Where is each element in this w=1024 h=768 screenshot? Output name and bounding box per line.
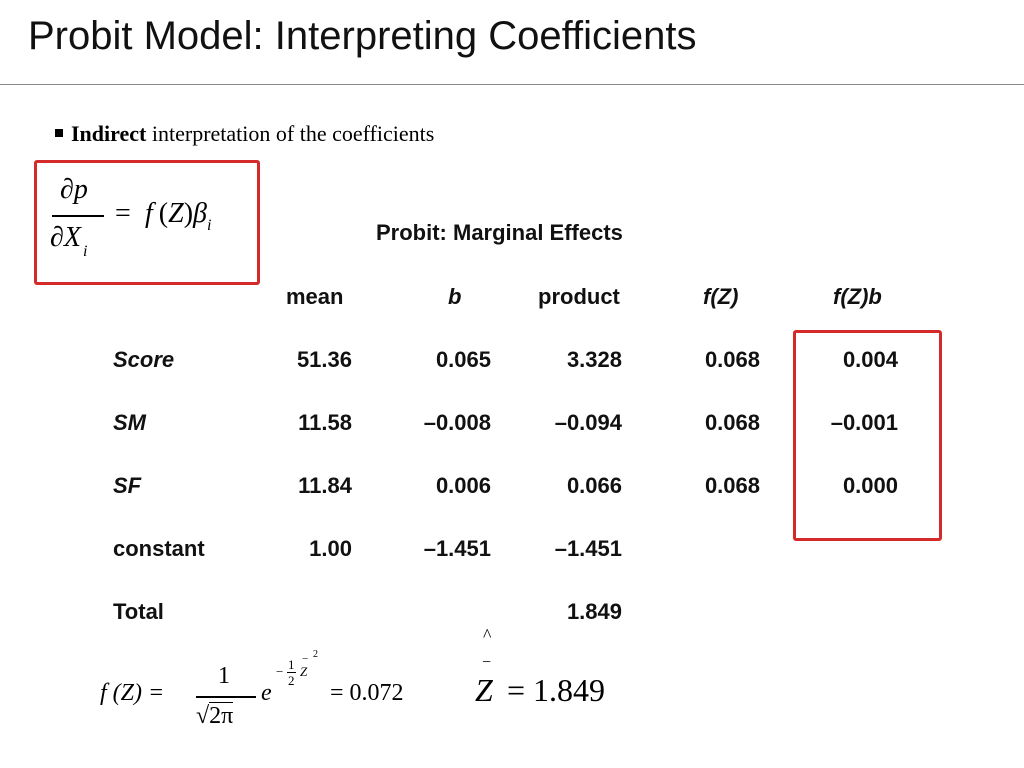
- row-label: constant: [113, 536, 205, 561]
- cell-product: 1.849: [566, 599, 622, 624]
- exp-square: 2: [313, 649, 318, 660]
- subscript-i: i: [82, 243, 88, 260]
- density-denominator: √2π: [196, 702, 234, 730]
- hat-symbol: ^: [483, 625, 492, 645]
- bullet-item: Indirect interpretation of the coefficie…: [55, 121, 434, 147]
- cell-mean: 51.36: [296, 347, 352, 372]
- denominator: ∂X i: [50, 222, 87, 260]
- cell-mean: 11.84: [298, 473, 352, 498]
- cell-product: –0.094: [554, 410, 622, 435]
- cell-b: –0.008: [423, 410, 491, 435]
- two-pi-text: 2π: [209, 702, 234, 729]
- cell-fzb: 0.000: [842, 473, 898, 498]
- cell-mean: 1.00: [309, 536, 352, 561]
- exp-num: 1: [288, 657, 295, 672]
- cell-mean: 11.58: [298, 410, 352, 435]
- z-letter: Z: [475, 672, 493, 708]
- title-divider: [0, 84, 1024, 85]
- z-variable: Z: [300, 664, 308, 679]
- row-label: Score: [113, 347, 175, 372]
- fz-lhs-text: f (Z) =: [100, 680, 165, 706]
- cell-fz: 0.068: [704, 347, 760, 372]
- z-variable: Z: [475, 672, 493, 709]
- cell-b: 0.006: [435, 473, 491, 498]
- fraction-bar: [52, 215, 104, 217]
- cell-b: –1.451: [423, 536, 491, 561]
- bar-symbol: −: [482, 654, 492, 671]
- derivative-formula-box: [34, 160, 260, 285]
- row-label: SF: [113, 473, 142, 498]
- density-result: = 0.072: [330, 680, 404, 706]
- equals-sign: =: [115, 198, 131, 229]
- numerator: ∂p: [60, 174, 88, 206]
- open-paren: (: [158, 198, 169, 229]
- slide-title: Probit Model: Interpreting Coefficients: [28, 14, 697, 58]
- x-variable: X: [63, 222, 81, 253]
- partial-symbol: ∂: [60, 174, 74, 205]
- euler-e: e: [261, 680, 272, 707]
- header-mean: mean: [286, 284, 344, 309]
- rhs-expression: f (Z)βi: [145, 198, 211, 234]
- e-symbol: e: [261, 680, 272, 706]
- partial-symbol: ∂: [50, 222, 64, 253]
- cell-fzb: 0.004: [842, 347, 898, 372]
- beta-symbol: β: [193, 198, 207, 229]
- header-fzb: f(Z)b: [833, 284, 882, 309]
- marginal-effects-highlight-box: [793, 330, 942, 541]
- p-variable: p: [73, 174, 88, 205]
- exp-den: 2: [288, 673, 295, 688]
- zbar-result: = 1.849: [507, 672, 606, 708]
- bullet-text: interpretation of the coefficients: [146, 121, 435, 146]
- cell-fz: 0.068: [704, 410, 760, 435]
- exp-minus: −: [276, 664, 284, 679]
- cell-product: –1.451: [554, 536, 622, 561]
- density-lhs: f (Z) =: [100, 680, 164, 707]
- density-numerator: 1: [218, 663, 230, 689]
- exp-fraction-bar: [287, 672, 296, 673]
- exp-bar: −: [302, 653, 309, 665]
- header-b: b: [448, 284, 462, 309]
- bullet-bold-text: Indirect: [71, 121, 147, 146]
- sqrt-icon: √: [196, 703, 210, 729]
- subscript-i: i: [206, 217, 212, 234]
- cell-fz: 0.068: [704, 473, 760, 498]
- z-variable: Z: [168, 198, 184, 229]
- cell-b: 0.065: [435, 347, 491, 372]
- row-label: SM: [113, 410, 146, 435]
- close-paren: ): [183, 198, 194, 229]
- header-fz: f(Z): [703, 284, 739, 309]
- cell-product: 3.328: [566, 347, 622, 372]
- square-bullet-icon: [55, 128, 63, 137]
- cell-fzb: –0.001: [830, 410, 898, 435]
- header-product: product: [538, 284, 620, 309]
- row-label: Total: [113, 599, 164, 624]
- cell-product: 0.066: [566, 473, 622, 498]
- table-title: Probit: Marginal Effects: [376, 220, 623, 245]
- exp-z: Z: [300, 664, 307, 680]
- density-fraction-bar: [196, 696, 256, 698]
- f-function: f: [145, 198, 153, 229]
